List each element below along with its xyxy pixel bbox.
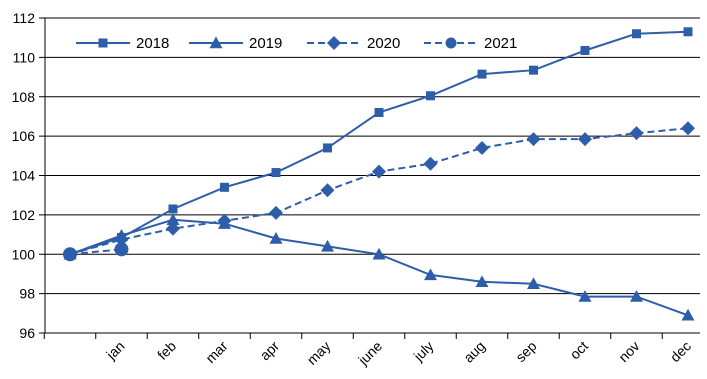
marker-square: [98, 38, 108, 48]
marker-square: [580, 45, 590, 55]
marker-triangle: [166, 213, 180, 225]
marker-diamond: [327, 36, 341, 50]
legend: 2018 2019 2020 2021: [76, 35, 517, 52]
series-line-2018: [69, 30, 689, 256]
xtick-label-june: june: [354, 338, 385, 369]
legend-item-2019: 2019: [189, 35, 282, 52]
ytick-label: 98: [19, 286, 35, 302]
marker-triangle: [372, 247, 386, 260]
xtick-label-july: july: [410, 338, 437, 365]
legend-label: 2018: [136, 35, 169, 52]
series-line-2020: [69, 127, 689, 256]
marker-square: [271, 168, 281, 178]
ytick-label: 108: [12, 89, 36, 105]
legend-label: 2019: [249, 35, 282, 52]
xtick-label-feb: feb: [154, 338, 179, 363]
marker-square: [374, 108, 384, 117]
ytick-label: 110: [13, 49, 36, 65]
ytick-label: 102: [12, 207, 36, 223]
legend-label: 2020: [367, 35, 400, 52]
marker-diamond: [114, 232, 129, 247]
marker-circle: [114, 242, 129, 257]
marker-square: [220, 182, 229, 192]
marker-square: [632, 29, 641, 39]
marker-circle: [445, 37, 457, 49]
marker-diamond: [166, 221, 180, 236]
marker-diamond: [217, 213, 232, 228]
marker-square: [477, 69, 487, 79]
marker-triangle: [681, 308, 695, 321]
series-2021: [63, 242, 129, 262]
xtick-label-sep: sep: [512, 338, 539, 365]
xtick-label-apr: apr: [256, 338, 282, 364]
marker-square: [168, 204, 178, 214]
marker-diamond: [578, 132, 592, 147]
ytick-label: 106: [12, 128, 36, 144]
marker-diamond: [269, 205, 283, 220]
marker-triangle: [527, 277, 540, 289]
marker-diamond: [681, 121, 695, 136]
x-tick-labels: jan feb mar apr may june july aug sep oct nov dec: [102, 338, 694, 369]
xtick-label-mar: mar: [202, 338, 231, 367]
ytick-label: 112: [13, 10, 36, 26]
marker-circle: [63, 247, 77, 262]
legend-label: 2021: [484, 35, 517, 52]
marker-square: [529, 65, 538, 75]
series-line-2021: [69, 248, 122, 256]
legend-item-2021: 2021: [424, 35, 517, 52]
ytick-label: 100: [12, 246, 36, 262]
marker-square: [426, 91, 435, 101]
series-lines: [63, 27, 695, 321]
axes: [39, 17, 663, 339]
series-line-2019: [69, 218, 689, 317]
xtick-label-dec: dec: [667, 338, 694, 365]
ytick-label: 96: [19, 325, 35, 341]
marker-diamond: [526, 132, 541, 147]
marker-triangle: [424, 268, 437, 281]
marker-triangle: [209, 36, 223, 49]
legend-item-2018: 2018: [76, 35, 169, 52]
ytick-label: 104: [12, 168, 36, 184]
marker-diamond: [423, 156, 438, 171]
marker-triangle: [269, 232, 283, 244]
legend-item-2020: 2020: [307, 35, 400, 52]
marker-square: [323, 143, 332, 153]
marker-diamond: [629, 126, 644, 141]
gridlines: [45, 17, 700, 334]
marker-triangle: [475, 275, 489, 288]
xtick-label-aug: aug: [460, 338, 488, 366]
marker-triangle: [578, 290, 592, 302]
xtick-label-nov: nov: [615, 338, 642, 365]
marker-triangle: [321, 239, 334, 252]
marker-triangle: [630, 290, 643, 302]
xtick-label-oct: oct: [567, 338, 592, 363]
marker-square: [683, 27, 693, 37]
marker-diamond: [320, 183, 335, 198]
series-2019: [63, 213, 695, 321]
xtick-label-jan: jan: [102, 338, 127, 363]
xtick-label-may: may: [304, 338, 334, 368]
y-tick-labels: 96 98 100 102 104 106 108 110 112: [12, 10, 36, 341]
marker-diamond: [475, 140, 489, 155]
series-2020: [63, 121, 695, 262]
marker-diamond: [372, 164, 386, 179]
